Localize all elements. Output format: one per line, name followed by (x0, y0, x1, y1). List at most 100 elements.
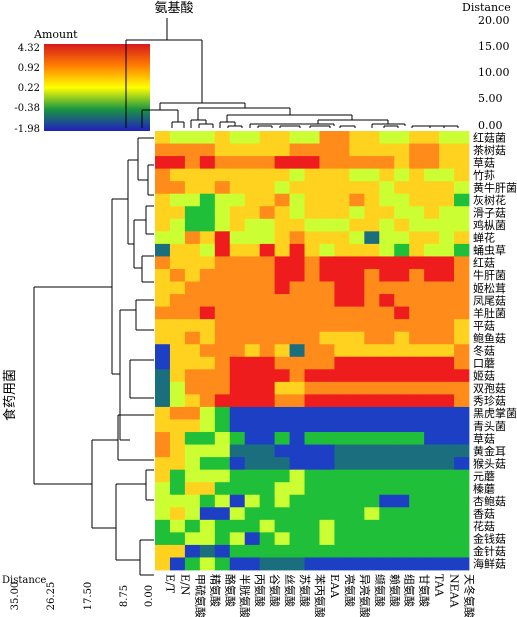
heatmap-cell (439, 294, 455, 307)
row-label: 羊肚菌 (473, 306, 506, 320)
column-label: 谷氨酸 (268, 574, 282, 607)
heatmap-cell (349, 231, 365, 245)
heatmap-cell (184, 457, 201, 471)
heatmap-cell (439, 494, 455, 508)
heatmap-cell (199, 457, 216, 471)
top-distance-tick: 10.00 (478, 66, 510, 79)
heatmap-cell (244, 156, 261, 170)
heatmap-cell (394, 394, 410, 408)
legend-tick-label: 4.32 (18, 43, 40, 54)
heatmap-cell (214, 143, 231, 157)
heatmap-cell (259, 231, 276, 245)
heatmap-cell (169, 356, 186, 370)
row-label: 口蘑 (473, 357, 495, 370)
heatmap-cell (409, 156, 425, 170)
heatmap-cell (184, 494, 201, 508)
heatmap-cell (184, 381, 201, 395)
heatmap-cell (409, 306, 425, 320)
heatmap-cell (229, 331, 246, 345)
heatmap-cell (364, 231, 380, 245)
heatmap-cell (169, 256, 186, 270)
heatmap-cell (319, 507, 335, 521)
heatmap-cell (259, 469, 276, 483)
heatmap-cell (274, 319, 290, 333)
heatmap-cell (274, 256, 290, 270)
heatmap-cell (319, 319, 335, 333)
legend-ticks: 4.32 0.92 0.22 -0.38 -1.98 (14, 43, 40, 135)
heatmap-cell (394, 519, 410, 533)
heatmap-cell (319, 557, 335, 571)
heatmap-cell (319, 469, 335, 483)
heatmap-cell (199, 268, 216, 282)
heatmap-cell (394, 507, 410, 521)
heatmap-cell (244, 532, 261, 546)
heatmap-cell (364, 469, 380, 483)
heatmap-cell (409, 457, 425, 471)
heatmap-cell (259, 344, 276, 358)
heatmap-cell (274, 218, 290, 232)
heatmap-cell (229, 294, 246, 307)
heatmap-cell (289, 294, 305, 307)
row-label: 红菇菌 (473, 130, 506, 144)
heatmap-cell (334, 494, 350, 508)
row-label: 青头菌 (473, 420, 506, 433)
heatmap-cell (409, 193, 425, 207)
heatmap-cell (379, 494, 395, 508)
heatmap-cell (394, 143, 410, 157)
row-label: 牛肝菌 (473, 268, 506, 282)
heatmap-cell (319, 181, 335, 195)
heatmap-cell (364, 419, 380, 433)
heatmap-cell (274, 268, 290, 282)
heatmap-cell (454, 369, 470, 383)
heatmap-cell (334, 218, 350, 232)
heatmap-cell (214, 369, 231, 383)
heatmap-cell (155, 181, 171, 195)
row-label: 滑子菇 (473, 206, 506, 220)
heatmap-cell (439, 544, 455, 558)
heatmap-cell (364, 432, 380, 445)
row-label: 竹荪 (473, 168, 495, 182)
heatmap-cell (244, 356, 261, 370)
heatmap-cell (274, 519, 290, 533)
bottom-distance-ticks: 35.00 26.25 17.50 8.75 0.00 (10, 582, 155, 611)
heatmap-cell (199, 319, 216, 333)
heatmap-cell (184, 131, 201, 144)
heatmap-cell (424, 406, 440, 420)
column-label: 半胱氨酸 (238, 574, 252, 617)
heatmap-cell (379, 131, 395, 144)
heatmap-cell (319, 494, 335, 508)
heatmap-cell (319, 381, 335, 395)
heatmap-cell (259, 507, 276, 521)
heatmap-cell (394, 344, 410, 358)
heatmap-cell (244, 419, 261, 433)
heatmap-cell (334, 482, 350, 496)
heatmap-cell (394, 369, 410, 383)
heatmap-cell (304, 206, 320, 220)
heatmap-cell (169, 168, 186, 182)
heatmap-cell (334, 268, 350, 282)
heatmap-cell (334, 193, 350, 207)
heatmap-cell (229, 507, 246, 521)
heatmap-cell (259, 243, 276, 257)
heatmap-cell (379, 294, 395, 307)
heatmap-cell (169, 482, 186, 496)
heatmap-cell (394, 268, 410, 282)
heatmap-cell (454, 306, 470, 320)
heatmap-cell (214, 306, 231, 320)
heatmap-cell (394, 131, 410, 144)
heatmap-cell (199, 256, 216, 270)
heatmap-cell (184, 193, 201, 207)
heatmap-cell (379, 193, 395, 207)
heatmap-cell (394, 181, 410, 195)
heatmap-cell (349, 331, 365, 345)
heatmap-cell (424, 319, 440, 333)
heatmap-cell (244, 131, 261, 144)
column-labels: E/T E/N 甲硫氨酸 精氨酸 酪氨酸 半胱氨酸 丙氨酸 谷氨酸 丝氨酸 苏氨酸 苯丙氨酸 EAA 亮… (163, 574, 476, 617)
heatmap-cell (244, 256, 261, 270)
heatmap-cell (214, 231, 231, 245)
heatmap-cell (394, 193, 410, 207)
heatmap-cell (334, 469, 350, 483)
heatmap-cell (169, 381, 186, 395)
heatmap-cell (155, 532, 171, 546)
heatmap-cell (229, 168, 246, 182)
